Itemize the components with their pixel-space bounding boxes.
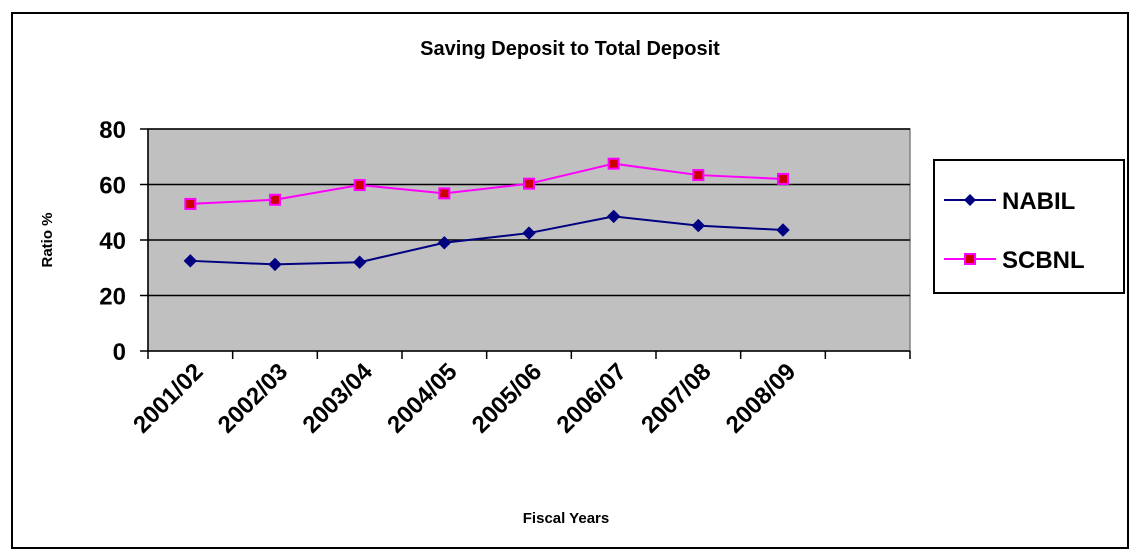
data-point bbox=[607, 157, 620, 170]
y-tick-label: 60 bbox=[99, 173, 126, 200]
data-point bbox=[777, 172, 789, 185]
chart-title: Saving Deposit to Total Deposit bbox=[420, 38, 720, 60]
data-point bbox=[353, 179, 366, 192]
axes bbox=[140, 128, 911, 359]
data-point bbox=[352, 255, 367, 269]
y-tick-label: 0 bbox=[113, 339, 126, 366]
legend: NABIL SCBNL bbox=[933, 159, 1125, 294]
legend-label: SCBNL bbox=[1002, 247, 1085, 274]
data-point bbox=[606, 209, 621, 224]
data-point bbox=[268, 257, 282, 272]
data-point bbox=[523, 177, 535, 190]
series-scbnl bbox=[184, 157, 789, 210]
data-point bbox=[691, 218, 706, 233]
y-tick-labels: 0 20 40 60 80 bbox=[99, 117, 126, 366]
series-lines bbox=[183, 157, 790, 272]
data-point bbox=[269, 193, 281, 206]
data-point bbox=[692, 169, 705, 182]
legend-label: NABIL bbox=[1002, 188, 1075, 215]
data-point bbox=[522, 226, 536, 240]
legend-box bbox=[933, 159, 1125, 294]
series-line bbox=[190, 162, 784, 205]
x-axis-label: Fiscal Years bbox=[523, 510, 609, 527]
y-axis-label: Ratio % bbox=[39, 212, 56, 267]
y-tick-label: 80 bbox=[99, 117, 126, 144]
data-point bbox=[184, 197, 197, 210]
data-point bbox=[183, 254, 198, 268]
data-point bbox=[776, 223, 790, 237]
y-tick-label: 40 bbox=[99, 228, 126, 255]
legend-marker bbox=[964, 194, 976, 206]
legend-entry: NABIL bbox=[944, 188, 1075, 215]
series-nabil bbox=[183, 209, 790, 272]
data-point bbox=[438, 187, 451, 200]
legend-entry: SCBNL bbox=[944, 247, 1085, 274]
data-point bbox=[437, 236, 452, 250]
y-tick-label: 20 bbox=[99, 284, 126, 311]
legend-marker bbox=[964, 253, 976, 265]
series-line bbox=[190, 215, 784, 266]
